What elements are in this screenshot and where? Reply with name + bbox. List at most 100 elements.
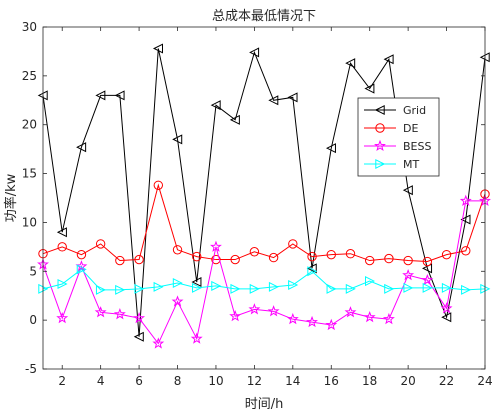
- data-point: [230, 254, 240, 265]
- data-point: [75, 260, 88, 272]
- data-point: [287, 92, 298, 103]
- axes-box: [42, 26, 486, 370]
- data-point: [210, 240, 222, 252]
- data-point: [307, 251, 317, 262]
- x-tick-label: 16: [324, 374, 339, 388]
- data-point: [114, 90, 125, 101]
- data-point: [153, 180, 164, 190]
- data-point: [211, 254, 221, 265]
- x-tick-label: 24: [477, 374, 492, 388]
- data-point: [249, 283, 260, 294]
- data-point: [95, 284, 106, 295]
- x-tick-label: 22: [439, 374, 454, 388]
- legend-item: BESS: [364, 139, 431, 153]
- data-point: [192, 282, 203, 293]
- data-point: [460, 214, 471, 225]
- data-point: [76, 142, 87, 153]
- y-axis-label: 功率/kw: [3, 173, 19, 222]
- data-point: [383, 54, 394, 65]
- data-point: [113, 308, 126, 320]
- x-tick-label: 10: [208, 374, 223, 388]
- data-point: [152, 43, 163, 54]
- data-point: [133, 331, 144, 342]
- data-point: [268, 252, 279, 263]
- legend-label: MT: [403, 158, 419, 171]
- data-point: [134, 254, 144, 265]
- data-point: [307, 266, 318, 277]
- data-point: [95, 239, 106, 249]
- data-point: [288, 279, 299, 290]
- data-point: [461, 246, 471, 256]
- data-point: [268, 281, 279, 292]
- x-tick-label: 6: [135, 374, 143, 388]
- data-point: [249, 247, 260, 257]
- data-point: [229, 114, 240, 125]
- data-point: [325, 318, 338, 331]
- data-point: [402, 185, 413, 196]
- data-point: [306, 263, 317, 274]
- data-point: [172, 278, 183, 289]
- data-point: [230, 283, 241, 294]
- legend-item: Grid: [364, 104, 426, 117]
- data-point: [440, 302, 453, 314]
- data-point: [384, 283, 395, 294]
- data-point: [57, 278, 68, 289]
- data-point: [172, 134, 183, 145]
- legend-item: MT: [364, 158, 419, 171]
- legend-label: BESS: [403, 140, 431, 153]
- y-tick-label: 10: [22, 215, 37, 229]
- data-point: [364, 255, 375, 266]
- x-tick-label: 14: [285, 374, 300, 388]
- data-point: [56, 227, 67, 238]
- data-point: [326, 249, 336, 260]
- data-point: [76, 249, 87, 260]
- data-point: [364, 83, 375, 94]
- data-point: [94, 306, 107, 318]
- data-point: [345, 248, 356, 259]
- chart-title: 总成本最低情况下: [212, 9, 316, 24]
- series-grid: [37, 43, 490, 342]
- data-point: [248, 303, 261, 315]
- y-tick-label: 0: [29, 313, 37, 327]
- data-point: [153, 281, 164, 292]
- data-point: [191, 277, 202, 288]
- axes-frame: [42, 26, 486, 370]
- data-point: [422, 263, 433, 274]
- data-point: [211, 280, 222, 291]
- data-point: [306, 315, 318, 328]
- legend: Grid DE BESS MT: [357, 97, 440, 177]
- data-point: [363, 310, 376, 323]
- data-point: [441, 282, 452, 293]
- data-point: [441, 249, 452, 260]
- data-point: [190, 332, 203, 344]
- data-point: [375, 123, 385, 133]
- y-ticks: -5 0 5 10 15 20 25 30: [22, 20, 485, 376]
- data-point: [326, 283, 337, 294]
- data-point: [192, 251, 202, 262]
- x-tick-label: 8: [174, 374, 182, 388]
- data-point: [375, 158, 386, 170]
- y-tick-label: -5: [25, 362, 37, 376]
- data-point: [461, 284, 472, 295]
- data-point: [249, 47, 260, 58]
- data-point: [344, 306, 357, 318]
- data-point: [115, 255, 125, 266]
- data-point: [133, 311, 146, 324]
- y-tick-label: 25: [22, 69, 37, 83]
- plot-layer: 2 4 6 8 10 12 14 16 18 20 22 24-5051015202530GridDE…: [22, 20, 493, 388]
- legend-label: DE: [403, 122, 418, 135]
- legend-item: DE: [364, 122, 418, 135]
- series-mt: [38, 264, 491, 295]
- data-point: [171, 295, 184, 307]
- x-ticks: 2 4 6 8 10 12 14 16 18 20 22 24: [58, 27, 493, 388]
- data-point: [382, 312, 395, 325]
- legend-box: [357, 97, 440, 177]
- data-point: [365, 276, 376, 287]
- data-point: [56, 311, 69, 324]
- data-point: [374, 104, 385, 116]
- data-point: [286, 312, 299, 325]
- data-point: [441, 312, 452, 323]
- data-point: [345, 283, 356, 294]
